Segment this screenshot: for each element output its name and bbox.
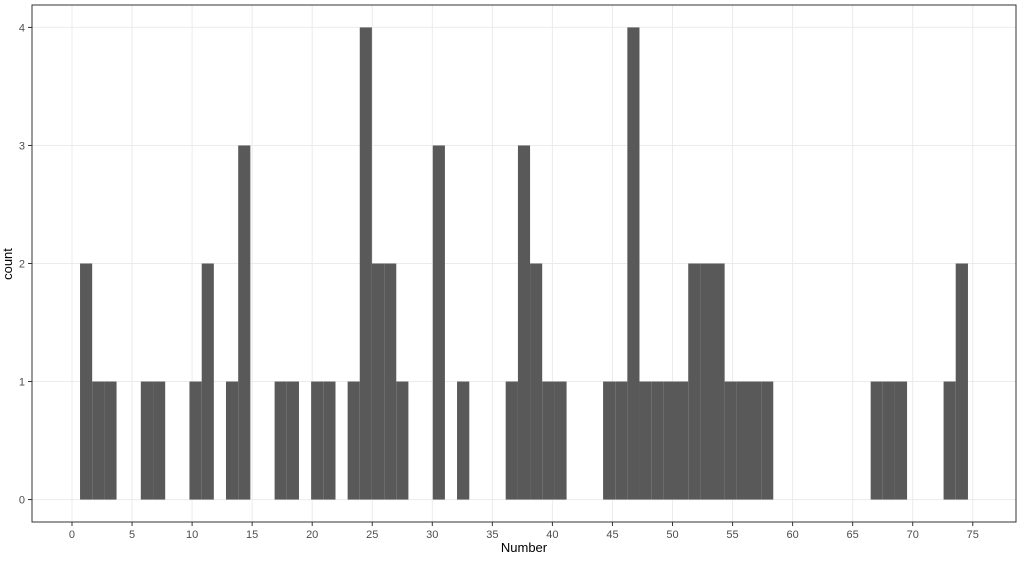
bar	[688, 263, 701, 500]
x-axis-title: Number	[501, 540, 548, 555]
bar	[554, 381, 567, 500]
x-tick-label: 75	[967, 529, 979, 541]
bar	[517, 145, 531, 500]
bar	[80, 263, 93, 500]
bar	[286, 381, 299, 500]
bar	[311, 381, 324, 500]
bar	[225, 381, 239, 500]
y-tick-label: 4	[19, 22, 25, 34]
bar	[663, 381, 676, 500]
x-tick-label: 5	[129, 529, 135, 541]
bar	[894, 381, 908, 500]
bar	[104, 381, 117, 500]
bar	[530, 263, 543, 500]
bar	[724, 381, 737, 500]
bar	[627, 27, 640, 500]
bar	[189, 381, 202, 500]
bar	[396, 381, 409, 500]
bar	[615, 381, 628, 500]
y-tick-label: 3	[19, 140, 25, 152]
bar	[943, 381, 956, 500]
x-tick-label: 25	[366, 529, 378, 541]
y-tick-label: 1	[19, 377, 25, 389]
bar	[371, 263, 385, 500]
x-tick-label: 10	[186, 529, 198, 541]
bar	[603, 381, 616, 500]
bar	[675, 381, 689, 500]
bar	[201, 263, 214, 500]
x-tick-label: 50	[666, 529, 678, 541]
bar	[153, 381, 166, 500]
y-axis-title: count	[0, 248, 15, 280]
bar	[238, 145, 251, 500]
bar	[736, 381, 750, 500]
bar	[955, 263, 968, 500]
x-tick-label: 30	[426, 529, 438, 541]
bar	[639, 381, 652, 500]
x-tick-label: 15	[246, 529, 258, 541]
x-tick-label: 40	[546, 529, 558, 541]
bar	[749, 381, 762, 500]
bar	[542, 381, 555, 500]
bar	[384, 263, 397, 500]
bar	[761, 381, 774, 500]
bar	[359, 27, 372, 500]
bar	[140, 381, 154, 500]
x-tick-label: 45	[606, 529, 618, 541]
bar	[700, 263, 713, 500]
bar	[92, 381, 105, 500]
x-tick-label: 0	[69, 529, 75, 541]
x-tick-label: 65	[847, 529, 859, 541]
y-tick-label: 0	[19, 495, 25, 507]
x-tick-label: 55	[726, 529, 738, 541]
bar	[457, 381, 470, 500]
x-tick-label: 35	[486, 529, 498, 541]
x-tick-label: 60	[786, 529, 798, 541]
bar	[323, 381, 336, 500]
bar	[882, 381, 895, 500]
bar	[712, 263, 725, 500]
bar	[651, 381, 664, 500]
bar	[347, 381, 360, 500]
bar	[432, 145, 445, 500]
bar	[274, 381, 287, 500]
panel-border	[31, 4, 1017, 523]
bar	[505, 381, 518, 500]
x-tick-label: 70	[907, 529, 919, 541]
x-tick-label: 20	[306, 529, 318, 541]
y-tick-label: 2	[19, 259, 25, 271]
bar	[870, 381, 883, 500]
